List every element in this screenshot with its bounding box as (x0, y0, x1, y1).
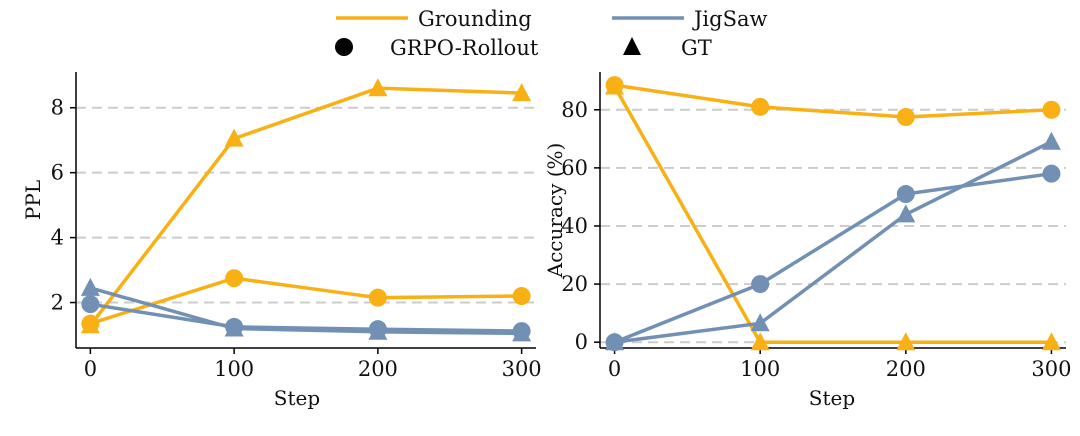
ppl-jigsaw-gt-point (224, 318, 244, 337)
ppl-x-tick-label: 100 (214, 357, 254, 381)
accuracy-grounding-grpo-rollout-point (751, 97, 770, 116)
ppl-grounding-grpo-rollout-point (225, 269, 244, 288)
ppl-y-tick-label: 6 (51, 161, 64, 185)
accuracy-grounding-gt-point (1041, 332, 1061, 351)
legend-circle-marker-icon (335, 38, 353, 56)
accuracy-jigsaw-grpo-rollout-point (751, 275, 770, 294)
accuracy-x-tick-label: 0 (608, 357, 621, 381)
accuracy-x-tick-label: 100 (740, 357, 780, 381)
accuracy-jigsaw-gt-point (605, 332, 625, 351)
ppl-y-tick-label: 8 (51, 96, 64, 120)
ppl-chart: PPL Step 2 4 6 8 0 100 200 300 (21, 72, 542, 410)
legend-label-jigsaw: JigSaw (692, 7, 767, 31)
ppl-grounding-gt-point (512, 83, 532, 102)
ppl-jigsaw-gt-line (89, 286, 522, 336)
accuracy-y-tick-label: 80 (561, 98, 588, 122)
accuracy-jigsaw-gt-line (614, 140, 1053, 344)
ppl-grounding-gt-line (89, 86, 522, 327)
accuracy-jigsaw-gt-point (896, 204, 916, 223)
ppl-grounding-grpo-rollout-point (512, 287, 531, 306)
accuracy-y-tick-label: 0 (575, 330, 588, 354)
accuracy-grounding-gt-point (750, 332, 770, 351)
accuracy-chart: Accuracy (%) Step 0 20 40 60 80 0 100 200 300 (543, 72, 1071, 410)
accuracy-y-axis-label: Accuracy (%) (543, 143, 567, 279)
ppl-grounding-gt-point (224, 128, 244, 147)
accuracy-y-tick-label: 20 (561, 272, 588, 296)
ppl-grounding-gt-point (368, 78, 388, 97)
ppl-x-tick-label: 0 (84, 357, 97, 381)
accuracy-jigsaw-gt-point (1041, 131, 1061, 150)
accuracy-x-tick-label: 200 (886, 357, 926, 381)
ppl-y-tick-label: 4 (51, 226, 64, 250)
ppl-grounding-grpo-rollout-line (89, 276, 522, 326)
accuracy-grounding-gt-point (605, 76, 625, 95)
accuracy-jigsaw-grpo-rollout-point (896, 185, 915, 204)
ppl-x-tick-label: 300 (502, 357, 542, 381)
ppl-jigsaw-gt-point (512, 323, 532, 342)
accuracy-grounding-grpo-rollout-line (614, 83, 1052, 119)
ppl-jigsaw-gt-point (368, 321, 388, 340)
accuracy-x-tick-label: 300 (1031, 357, 1071, 381)
legend-label-grpo-rollout: GRPO-Rollout (390, 36, 539, 60)
legend-label-gt: GT (681, 36, 712, 60)
accuracy-grounding-grpo-rollout-point (1042, 100, 1061, 119)
accuracy-jigsaw-grpo-rollout-line (613, 171, 1052, 344)
accuracy-jigsaw-grpo-rollout-point (1042, 164, 1061, 183)
accuracy-jigsaw-gt-point (750, 313, 770, 332)
accuracy-grounding-gt-point (896, 332, 916, 351)
accuracy-y-tick-label: 60 (561, 156, 588, 180)
ppl-grounding-gt-point (80, 315, 100, 334)
ppl-x-axis-label: Step (274, 386, 320, 410)
accuracy-y-tick-label: 40 (561, 214, 588, 238)
accuracy-x-axis-label: Step (809, 386, 855, 410)
legend: Grounding JigSaw GRPO-Rollout GT (335, 7, 767, 60)
legend-label-grounding: Grounding (418, 7, 532, 31)
ppl-grounding-grpo-rollout-point (368, 288, 387, 307)
ppl-jigsaw-gt-point (80, 277, 100, 296)
legend-triangle-marker-icon (623, 37, 641, 55)
ppl-y-tick-label: 2 (51, 291, 64, 315)
ppl-y-axis-label: PPL (21, 180, 45, 220)
accuracy-grounding-gt-line (613, 85, 1052, 344)
ppl-x-tick-label: 200 (358, 357, 398, 381)
accuracy-grounding-grpo-rollout-point (896, 108, 915, 127)
ppl-jigsaw-grpo-rollout-line (90, 302, 522, 333)
ppl-jigsaw-grpo-rollout-point (81, 295, 100, 314)
